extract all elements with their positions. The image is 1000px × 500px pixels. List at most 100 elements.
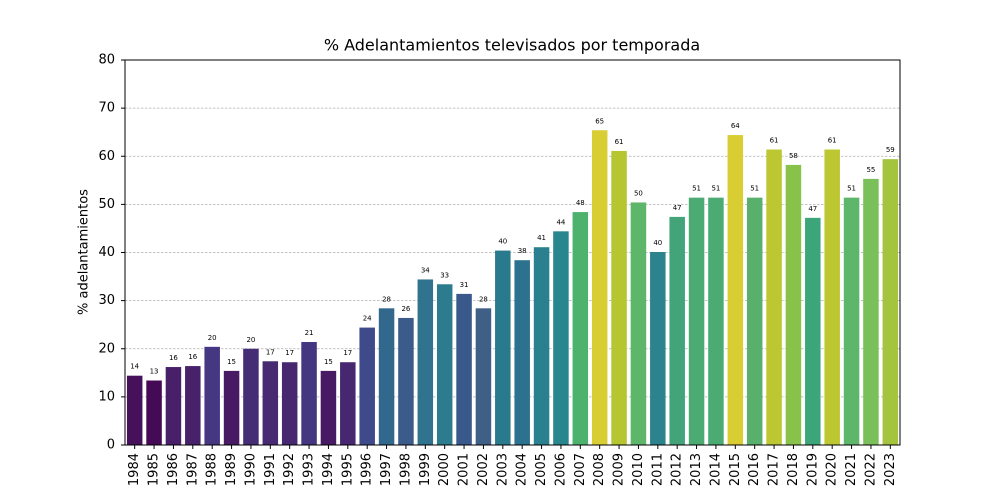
value-label: 51	[847, 185, 856, 193]
value-label: 24	[363, 315, 372, 323]
x-tick-label: 2013	[689, 453, 704, 486]
bar	[223, 370, 240, 445]
value-label: 16	[188, 353, 197, 361]
bar	[572, 212, 589, 445]
y-tick-label: 80	[98, 53, 115, 68]
x-tick-label: 2004	[515, 453, 530, 486]
y-tick-label: 30	[98, 293, 115, 308]
y-tick-label: 40	[98, 245, 115, 260]
value-label: 59	[886, 146, 895, 154]
value-label: 14	[130, 363, 139, 371]
bar	[882, 159, 899, 445]
bar	[456, 293, 472, 445]
value-label: 15	[324, 358, 333, 366]
bar	[766, 149, 782, 445]
value-label: 15	[227, 358, 236, 366]
y-tick-label: 70	[98, 101, 115, 116]
x-tick-label: 2003	[495, 453, 510, 486]
x-tick-label: 2007	[573, 453, 588, 486]
value-label: 17	[285, 349, 294, 357]
bar	[824, 149, 840, 445]
bar	[708, 197, 724, 445]
bar	[553, 231, 569, 445]
bar	[533, 247, 550, 445]
x-tick-label: 1997	[379, 453, 394, 486]
x-tick-label: 1995	[340, 453, 355, 486]
bar	[630, 202, 647, 445]
x-tick-label: 2005	[534, 453, 549, 486]
bar	[805, 217, 821, 445]
x-tick-label: 2009	[612, 453, 627, 486]
value-label: 50	[634, 189, 643, 197]
x-tick-label: 1988	[205, 453, 220, 486]
x-tick-label: 1994	[321, 453, 336, 486]
bar	[436, 284, 453, 445]
value-label: 65	[595, 117, 604, 125]
value-label: 51	[692, 185, 701, 193]
value-label: 20	[246, 336, 255, 344]
value-label: 33	[440, 271, 449, 279]
value-label: 51	[711, 185, 720, 193]
x-tick-label: 1998	[398, 453, 413, 486]
value-label: 47	[673, 204, 682, 212]
x-tick-label: 1990	[243, 453, 258, 486]
x-tick-label: 1985	[147, 453, 162, 486]
bar	[146, 380, 162, 445]
bar	[785, 164, 802, 445]
bar	[417, 279, 434, 445]
value-label: 55	[866, 166, 875, 174]
y-tick-label: 20	[98, 341, 115, 356]
value-label: 61	[828, 137, 837, 145]
y-tick-label: 10	[98, 389, 115, 404]
x-tick-label: 2016	[747, 453, 762, 486]
bar	[650, 252, 666, 445]
bar	[359, 327, 375, 445]
bar	[378, 308, 395, 445]
bar	[863, 178, 879, 445]
value-label: 38	[518, 247, 527, 255]
bar	[301, 342, 317, 445]
bar	[514, 260, 530, 445]
value-label: 13	[150, 368, 159, 376]
chart-title: % Adelantamientos televisados por tempor…	[324, 36, 700, 55]
value-label: 31	[460, 281, 469, 289]
bar	[591, 130, 608, 445]
bar	[340, 362, 356, 445]
x-tick-label: 2021	[844, 453, 859, 486]
value-label: 20	[208, 334, 217, 342]
x-tick-label: 2019	[805, 453, 820, 486]
bar	[320, 370, 337, 445]
x-tick-label: 2000	[437, 453, 452, 486]
value-label: 47	[808, 205, 817, 213]
y-axis-label: % adelantamientos	[77, 189, 92, 315]
bar	[727, 135, 744, 445]
bar	[843, 197, 860, 445]
bar	[185, 366, 201, 445]
bar	[262, 361, 279, 445]
x-tick-label: 1993	[302, 453, 317, 486]
x-tick-label: 2008	[592, 453, 607, 486]
value-label: 41	[537, 234, 546, 242]
y-tick-label: 50	[98, 197, 115, 212]
y-tick-label: 60	[98, 149, 115, 164]
x-tick-label: 1989	[224, 453, 239, 486]
bar	[398, 317, 414, 445]
x-tick-label: 1987	[185, 453, 200, 486]
bar	[611, 150, 627, 446]
x-tick-label: 2006	[553, 453, 568, 486]
x-tick-label: 1984	[127, 453, 142, 486]
x-tick-label: 1996	[360, 453, 375, 486]
value-label: 44	[556, 218, 565, 226]
x-tick-label: 2017	[767, 453, 782, 486]
value-label: 28	[382, 295, 391, 303]
x-tick-label: 1992	[282, 453, 297, 486]
x-tick-label: 1999	[418, 453, 433, 486]
bar	[165, 367, 182, 445]
value-label: 48	[576, 199, 585, 207]
x-tick-label: 2002	[476, 453, 491, 486]
value-label: 61	[615, 138, 624, 146]
value-label: 40	[498, 238, 507, 246]
x-tick-label: 2011	[650, 453, 665, 486]
